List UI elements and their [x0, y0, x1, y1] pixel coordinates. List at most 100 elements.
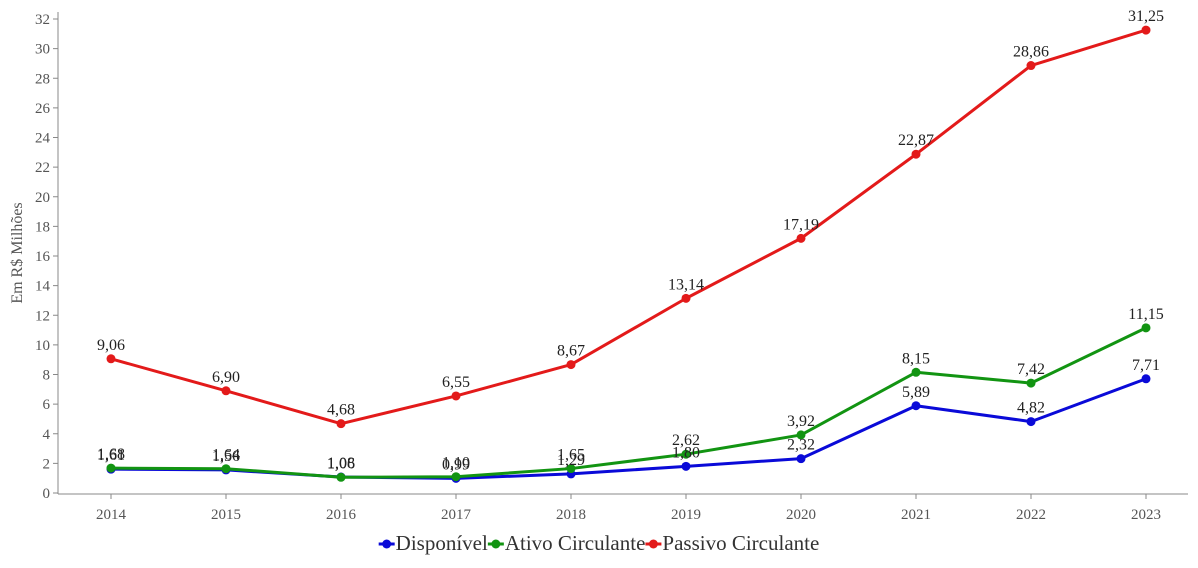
data-point: [451, 391, 461, 401]
data-point: [1141, 323, 1151, 333]
x-tick-label: 2014: [96, 507, 127, 523]
legend-item-1[interactable]: Ativo Circulante: [487, 531, 646, 555]
y-tick-label: 2: [43, 456, 51, 472]
data-label: 1,80: [672, 444, 700, 461]
data-label: 17,19: [783, 216, 819, 233]
y-tick-label: 24: [35, 131, 51, 147]
data-label: 4,68: [327, 402, 355, 419]
data-label: 2,32: [787, 437, 815, 454]
legend-label: Ativo Circulante: [505, 531, 646, 555]
data-point: [796, 430, 806, 440]
data-point: [681, 449, 691, 459]
y-tick-label: 30: [35, 42, 50, 58]
y-tick-label: 20: [35, 190, 50, 206]
y-tick-label: 6: [43, 397, 51, 413]
y-tick-label: 12: [35, 308, 50, 324]
y-tick-label: 26: [35, 101, 51, 117]
data-label: 1,08: [327, 455, 355, 472]
data-point: [451, 472, 461, 482]
y-axis-title: Em R$ Milhões: [9, 202, 26, 303]
data-point: [911, 367, 921, 377]
data-point: [1141, 374, 1151, 384]
data-label: 1,65: [557, 447, 585, 464]
data-label: 22,87: [898, 132, 934, 149]
x-tick-label: 2016: [326, 507, 357, 523]
data-point: [911, 401, 921, 411]
data-point: [106, 354, 116, 364]
y-tick-label: 16: [35, 249, 51, 265]
y-tick-label: 4: [43, 427, 51, 443]
data-point: [1141, 25, 1151, 35]
data-label: 9,06: [97, 337, 125, 354]
data-point: [336, 472, 346, 482]
data-label: 6,90: [212, 369, 240, 386]
data-point: [681, 461, 691, 471]
data-label: 1,61: [97, 447, 125, 464]
data-label: 11,15: [1128, 306, 1163, 323]
data-point: [1026, 61, 1036, 71]
series-line-1: [109, 326, 1148, 479]
data-label: 28,86: [1013, 44, 1049, 61]
y-tick-label: 14: [35, 279, 51, 295]
series-line-0: [109, 377, 1148, 480]
data-label: 0,99: [442, 456, 470, 473]
y-tick-label: 10: [35, 338, 50, 354]
data-label: 5,89: [902, 384, 930, 401]
data-label: 31,25: [1128, 8, 1164, 25]
data-point: [106, 463, 116, 473]
x-tick-label: 2023: [1131, 507, 1161, 523]
legend-label: Passivo Circulante: [662, 531, 819, 555]
data-label: 1,06: [327, 455, 355, 472]
data-point: [221, 386, 231, 396]
data-label: 13,14: [668, 276, 704, 293]
data-labels: 1,61 1,56 1,08 0,99 1,29 1,80 2,32 5,89 4,82 7,71…: [97, 8, 1164, 473]
legend-label: Disponível: [396, 531, 488, 555]
y-tick-label: 0: [43, 486, 51, 502]
data-point: [221, 464, 231, 474]
data-label: 8,67: [557, 343, 585, 360]
data-point: [796, 233, 806, 243]
legend-swatch-marker: [491, 539, 501, 549]
data-point: [1026, 417, 1036, 427]
x-tick-label: 2022: [1016, 507, 1046, 523]
data-label: 8,15: [902, 350, 930, 367]
data-label: 1,68: [97, 446, 125, 463]
data-label: 1,29: [557, 452, 585, 469]
legend-item-0[interactable]: Disponível: [378, 531, 488, 555]
y-tick-label: 8: [43, 368, 51, 384]
data-label: 1,56: [212, 448, 240, 465]
data-label: 2,62: [672, 432, 700, 449]
data-point: [566, 360, 576, 370]
data-label: 6,55: [442, 374, 470, 391]
y-tick-label: 22: [35, 160, 50, 176]
y-tick-label: 18: [35, 219, 50, 235]
legend[interactable]: Disponível Ativo Circulante Passivo Circul…: [378, 531, 820, 555]
x-tick-label: 2018: [556, 507, 586, 523]
y-tick-label: 28: [35, 71, 50, 87]
legend-swatch-marker: [648, 539, 658, 549]
x-tick-label: 2020: [786, 507, 816, 523]
data-label: 3,92: [787, 413, 815, 430]
data-point: [796, 454, 806, 464]
data-label: 7,71: [1132, 357, 1160, 374]
data-point: [336, 419, 346, 429]
series-line-2: [109, 28, 1148, 426]
x-tick-label: 2021: [901, 507, 931, 523]
data-label: 1,10: [442, 455, 470, 472]
x-tick-label: 2015: [211, 507, 241, 523]
data-point: [681, 293, 691, 303]
x-tick-label: 2017: [441, 507, 472, 523]
data-point: [566, 464, 576, 474]
data-label: 4,82: [1017, 400, 1045, 417]
series-lines: [106, 25, 1151, 483]
data-point: [1026, 378, 1036, 388]
legend-item-2[interactable]: Passivo Circulante: [645, 531, 819, 555]
x-tick-label: 2019: [671, 507, 701, 523]
y-tick-label: 32: [35, 12, 50, 28]
data-point: [911, 149, 921, 159]
legend-swatch-marker: [382, 539, 392, 549]
data-label: 1,64: [212, 447, 240, 464]
